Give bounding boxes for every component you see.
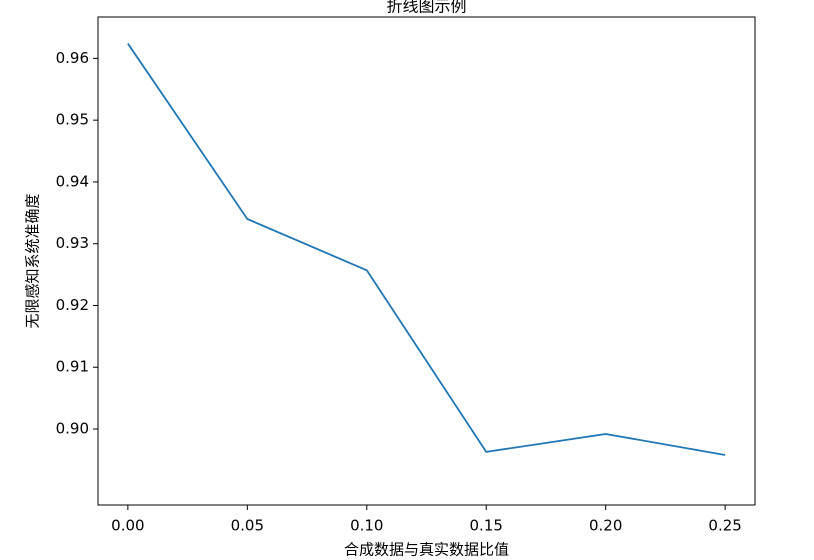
y-tick-label: 0.95 <box>56 111 89 129</box>
x-tick-label: 0.10 <box>350 517 383 535</box>
y-tick-label: 0.92 <box>56 296 89 314</box>
plot-area <box>97 16 756 506</box>
x-tick-label: 0.25 <box>708 517 741 535</box>
y-tick-label: 0.94 <box>56 172 89 190</box>
x-tick-label: 0.05 <box>231 517 264 535</box>
chart-title: 折线图示例 <box>386 0 466 16</box>
y-tick-label: 0.93 <box>56 234 89 252</box>
x-axis: 0.00 0.05 0.10 0.15 0.20 0.25 <box>111 505 742 535</box>
x-tick-label: 0.15 <box>470 517 503 535</box>
y-tick-label: 0.91 <box>56 358 89 376</box>
x-tick-label: 0.20 <box>589 517 622 535</box>
series-line <box>127 43 726 456</box>
y-tick-label: 0.96 <box>56 49 89 67</box>
y-tick-label: 0.90 <box>56 420 89 438</box>
x-axis-title: 合成数据与真实数据比值 <box>344 541 509 559</box>
series-layer <box>127 43 726 456</box>
y-axis-title: 无限感知系统准确度 <box>24 193 42 328</box>
x-tick-label: 0.00 <box>111 517 144 535</box>
y-axis: 0.90 0.91 0.92 0.93 0.94 0.95 0.96 <box>56 49 98 438</box>
